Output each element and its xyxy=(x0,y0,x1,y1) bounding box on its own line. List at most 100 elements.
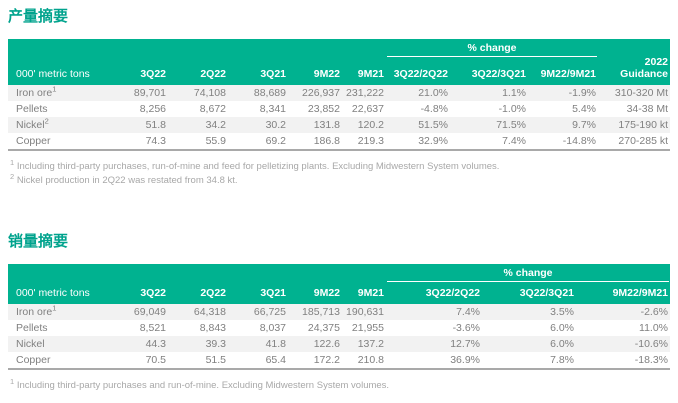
value-cell: 24,375 xyxy=(307,322,340,334)
production-section-title: 产量摘要 xyxy=(8,8,69,25)
value-cell: 51.5% xyxy=(418,119,448,131)
col-header-9m21: 9M21 xyxy=(342,57,386,85)
value-cell: 8,037 xyxy=(259,322,286,334)
col-header-3q22-2q22: 3Q22/2Q22 xyxy=(386,282,482,304)
row-label: Nickel xyxy=(8,336,120,352)
value-cell: 8,843 xyxy=(199,322,226,334)
value-cell: 186.8 xyxy=(313,135,340,147)
sales-footnotes: 1 Including third-party purchases and ru… xyxy=(10,376,670,393)
pct-change-group-row: % change xyxy=(8,39,671,57)
value-cell: -3.6% xyxy=(452,322,480,334)
value-cell: 36.9% xyxy=(450,354,480,366)
table-row-iron-ore: Iron ore1 69,049 64,318 66,725 185,713 1… xyxy=(8,303,671,320)
value-cell: 120.2 xyxy=(357,119,384,131)
row-label-text: Copper xyxy=(16,135,51,147)
table-row-nickel: Nickel 44.3 39.3 41.8 122.6 137.2 12.7% … xyxy=(8,336,671,352)
footnote-marker: 1 xyxy=(52,84,57,94)
value-cell: 23,852 xyxy=(307,103,340,115)
value-cell: 39.3 xyxy=(205,338,226,350)
value-cell: 69.2 xyxy=(265,135,286,147)
value-cell: 1.1% xyxy=(502,87,526,99)
col-header-9m22: 9M22 xyxy=(288,57,342,85)
value-cell: 6.0% xyxy=(550,338,574,350)
unit-header: 000' metric tons xyxy=(8,57,120,85)
header-spacer xyxy=(8,264,386,282)
value-cell: 172.2 xyxy=(313,354,340,366)
table-row-iron-ore: Iron ore1 89,701 74,108 88,689 226,937 2… xyxy=(8,84,671,101)
row-label-text: Nickel xyxy=(16,119,45,131)
row-label: Copper xyxy=(8,133,120,150)
header-spacer xyxy=(8,39,386,57)
value-cell: -2.6% xyxy=(640,306,669,318)
value-cell: 32.9% xyxy=(418,135,448,147)
sales-summary-section: 销量摘要 % change 000' metric tons 3Q22 2Q22… xyxy=(8,233,671,393)
value-cell: 44.3 xyxy=(145,338,166,350)
pct-change-group-header: % change xyxy=(386,39,599,57)
row-label-text: Iron ore xyxy=(16,306,53,318)
value-cell: 6.0% xyxy=(550,322,574,334)
sales-section-title: 销量摘要 xyxy=(8,233,69,250)
pct-change-group-row: % change xyxy=(8,264,671,282)
row-label-text: Iron ore xyxy=(16,87,53,99)
value-cell: 7.4% xyxy=(502,135,526,147)
value-cell: 7.8% xyxy=(550,354,574,366)
value-cell: 8,341 xyxy=(259,103,286,115)
row-label-text: Copper xyxy=(16,354,51,366)
unit-header: 000' metric tons xyxy=(8,282,120,304)
col-header-3q22-3q21: 3Q22/3Q21 xyxy=(482,282,576,304)
footnote-marker: 1 xyxy=(10,157,15,167)
footnote-marker: 1 xyxy=(10,376,15,386)
value-cell: -1.0% xyxy=(498,103,526,115)
value-cell: 122.6 xyxy=(313,338,340,350)
value-cell: 21.0% xyxy=(418,87,448,99)
value-cell: 89,701 xyxy=(133,87,166,99)
value-cell: -14.8% xyxy=(562,135,597,147)
value-cell: 9.7% xyxy=(572,119,597,131)
value-cell: 8,672 xyxy=(199,103,226,115)
col-header-3q22-3q21: 3Q22/3Q21 xyxy=(450,57,528,85)
table-row-nickel: Nickel2 51.8 34.2 30.2 131.8 120.2 51.5%… xyxy=(8,117,671,133)
col-header-2q22: 2Q22 xyxy=(168,57,228,85)
production-table: % change 000' metric tons 3Q22 2Q22 3Q21… xyxy=(8,39,671,151)
footnote-marker: 1 xyxy=(52,303,57,313)
production-footnotes: 1 Including third-party purchases, run-o… xyxy=(10,157,670,187)
value-cell: 69,049 xyxy=(133,306,166,318)
value-cell: -18.3% xyxy=(634,354,669,366)
value-cell: 30.2 xyxy=(265,119,286,131)
col-header-9m22-9m21: 9M22/9M21 xyxy=(528,57,599,85)
value-cell: 190,631 xyxy=(346,306,384,318)
row-label: Nickel2 xyxy=(8,117,120,133)
row-label: Copper xyxy=(8,352,120,369)
guidance-cell: 175-190 kt xyxy=(618,119,669,131)
production-summary-section: 产量摘要 % change 000' metric tons 3Q22 2Q22… xyxy=(8,8,671,187)
pct-change-label: % change xyxy=(387,42,598,57)
col-header-3q21: 3Q21 xyxy=(228,57,288,85)
value-cell: 210.8 xyxy=(357,354,384,366)
value-cell: 65.4 xyxy=(265,354,286,366)
col-header-3q22: 3Q22 xyxy=(120,57,168,85)
table-row-copper: Copper 74.3 55.9 69.2 186.8 219.3 32.9% … xyxy=(8,133,671,150)
value-cell: 8,256 xyxy=(139,103,166,115)
value-cell: 8,521 xyxy=(139,322,166,334)
row-label-text: Pellets xyxy=(16,322,48,334)
value-cell: 12.7% xyxy=(450,338,480,350)
footnote-marker: 2 xyxy=(10,171,15,181)
value-cell: 7.4% xyxy=(456,306,480,318)
value-cell: 64,318 xyxy=(193,306,226,318)
value-cell: 5.4% xyxy=(572,103,597,115)
value-cell: 74,108 xyxy=(193,87,226,99)
row-label: Pellets xyxy=(8,320,120,336)
value-cell: 34.2 xyxy=(205,119,226,131)
value-cell: 66,725 xyxy=(253,306,286,318)
guidance-cell: 270-285 kt xyxy=(618,135,669,147)
value-cell: -10.6% xyxy=(634,338,669,350)
value-cell: 185,713 xyxy=(302,306,340,318)
value-cell: 137.2 xyxy=(357,338,384,350)
footnote-text: Nickel production in 2Q22 was restated f… xyxy=(16,174,238,186)
value-cell: 22,637 xyxy=(351,103,384,115)
footnote: 1 Including third-party purchases, run-o… xyxy=(10,157,670,174)
value-cell: 55.9 xyxy=(205,135,226,147)
value-cell: 131.8 xyxy=(313,119,340,131)
value-cell: -1.9% xyxy=(568,87,597,99)
footnote-text: Including third-party purchases and run-… xyxy=(16,380,390,391)
